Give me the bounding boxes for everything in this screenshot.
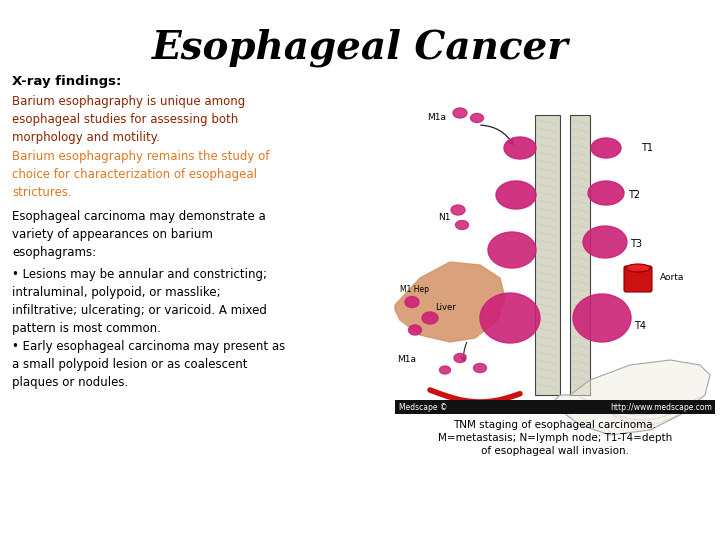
Text: M1a: M1a (427, 113, 446, 123)
Ellipse shape (573, 294, 631, 342)
Ellipse shape (480, 293, 540, 343)
Ellipse shape (583, 226, 627, 258)
Ellipse shape (504, 137, 536, 159)
Ellipse shape (451, 205, 465, 215)
Text: T2: T2 (628, 190, 640, 200)
Ellipse shape (408, 325, 421, 335)
Ellipse shape (454, 354, 466, 362)
Text: Medscape ©: Medscape © (399, 402, 447, 411)
Bar (395, 95, 715, 400)
Text: http://www.medscape.com: http://www.medscape.com (610, 402, 712, 411)
Bar (535, 115, 560, 395)
Text: M1 Hep: M1 Hep (400, 286, 429, 294)
Text: TNM staging of esophageal carcinoma.
M=metastasis; N=lymph node; T1-T4=depth
of : TNM staging of esophageal carcinoma. M=m… (438, 420, 672, 456)
Text: • Lesions may be annular and constricting;
intraluminal, polypoid, or masslike;
: • Lesions may be annular and constrictin… (12, 268, 285, 389)
Text: Esophageal Cancer: Esophageal Cancer (152, 29, 568, 68)
Text: M1a: M1a (397, 355, 416, 364)
Polygon shape (395, 262, 505, 342)
Text: N1: N1 (438, 213, 451, 222)
Ellipse shape (453, 108, 467, 118)
Text: Aorta: Aorta (660, 273, 685, 282)
Text: Celiac trunk: Celiac trunk (435, 405, 485, 414)
Text: T4: T4 (634, 321, 646, 331)
Text: Esophageal carcinoma may demonstrate a
variety of appearances on barium
esophagr: Esophageal carcinoma may demonstrate a v… (12, 210, 266, 259)
Ellipse shape (470, 113, 484, 123)
Bar (570, 115, 590, 395)
Text: Barium esophagraphy remains the study of
choice for characterization of esophage: Barium esophagraphy remains the study of… (12, 150, 269, 199)
Ellipse shape (405, 296, 419, 307)
Ellipse shape (496, 181, 536, 209)
Ellipse shape (588, 181, 624, 205)
FancyBboxPatch shape (624, 266, 652, 292)
Text: Liver: Liver (435, 303, 455, 313)
Ellipse shape (591, 138, 621, 158)
Bar (395, 400, 715, 414)
Text: X-ray findings:: X-ray findings: (12, 75, 122, 88)
Ellipse shape (439, 366, 451, 374)
Text: T3: T3 (630, 239, 642, 249)
Ellipse shape (474, 363, 487, 373)
Ellipse shape (456, 220, 469, 230)
Ellipse shape (626, 264, 650, 272)
Text: Barium esophagraphy is unique among
esophageal studies for assessing both
morpho: Barium esophagraphy is unique among esop… (12, 95, 246, 144)
Ellipse shape (488, 232, 536, 268)
Ellipse shape (422, 312, 438, 324)
Polygon shape (555, 360, 710, 435)
Text: T1: T1 (641, 143, 653, 153)
